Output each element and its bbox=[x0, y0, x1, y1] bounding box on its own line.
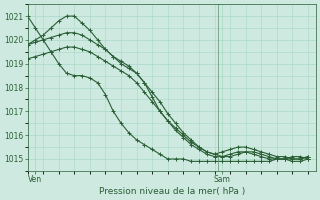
X-axis label: Pression niveau de la mer( hPa ): Pression niveau de la mer( hPa ) bbox=[99, 187, 245, 196]
